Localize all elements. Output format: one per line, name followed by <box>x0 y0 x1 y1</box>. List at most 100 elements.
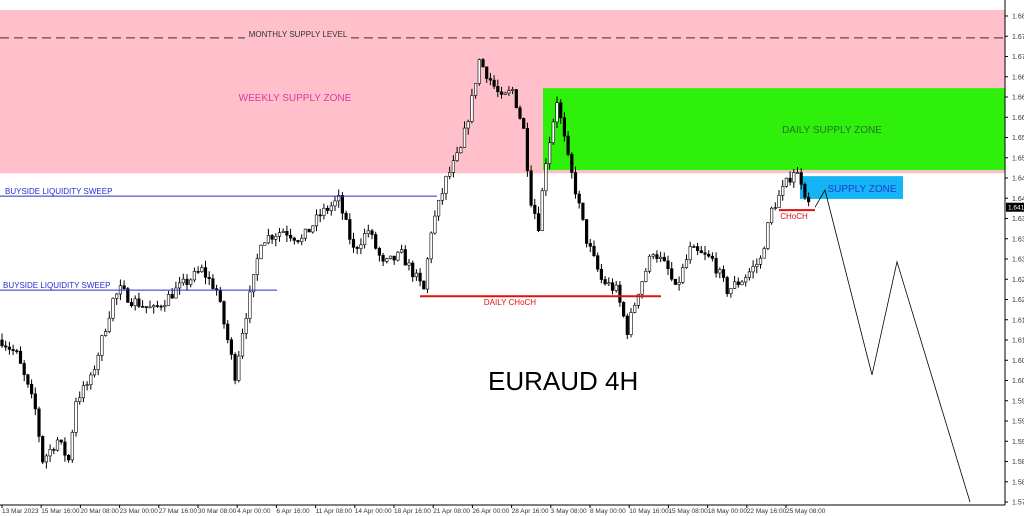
time-tick-label: 15 May 08:00 <box>668 508 708 515</box>
candle-bull <box>166 294 171 306</box>
price-tick-label: 1.59110 <box>1012 439 1024 446</box>
candle-bear <box>11 349 15 351</box>
candle-bull <box>459 147 463 154</box>
candle-bear <box>525 128 529 172</box>
time-tick-label: 18 Apr 16:00 <box>394 508 431 515</box>
time-tick-label: 6 Apr 16:00 <box>276 508 310 515</box>
candle-bear <box>721 269 726 278</box>
candle-bull <box>448 172 452 177</box>
price-tick-label: 1.65630 <box>1012 135 1024 142</box>
candle-bear <box>736 281 740 286</box>
price-tick-label: 1.66070 <box>1012 115 1024 122</box>
candle-bull <box>551 121 555 144</box>
time-tick-label: 30 Mar 08:00 <box>198 508 237 515</box>
candle-bull <box>429 232 433 260</box>
candle-bull <box>300 237 304 243</box>
candle-bull <box>70 432 74 461</box>
price-tick-label: 1.65200 <box>1012 155 1024 162</box>
candle-bull <box>451 160 456 173</box>
candle-bear <box>351 239 356 248</box>
candle-bear <box>325 207 330 211</box>
time-tick-label: 25 May 08:00 <box>786 508 826 515</box>
candle-bear <box>514 89 518 109</box>
candle-bull <box>462 127 467 148</box>
price-tick-label: 1.66500 <box>1012 95 1024 102</box>
candle-bear <box>126 288 130 303</box>
candle-bear <box>692 246 696 248</box>
candle-bull <box>303 228 308 239</box>
candle-bear <box>621 302 626 317</box>
candle-bear <box>588 243 592 247</box>
candle-bear <box>15 350 19 352</box>
monthly-label-bg <box>245 29 351 40</box>
candle-bear <box>318 214 322 217</box>
candle-bull <box>607 282 611 285</box>
candle-bull <box>274 236 278 240</box>
candle-bull <box>89 374 93 386</box>
price-tick-label: 1.61720 <box>1012 317 1024 324</box>
price-tick-label: 1.67370 <box>1012 54 1024 61</box>
candle-bear <box>481 59 485 68</box>
candle-bear <box>226 323 230 341</box>
candle-bear <box>592 245 596 256</box>
candle-bull <box>758 257 763 265</box>
candle-bull <box>181 278 185 284</box>
candle-bull <box>107 317 111 332</box>
candle-bear <box>485 66 489 79</box>
candle-bull <box>425 258 430 290</box>
candle-bear <box>370 230 374 235</box>
time-tick-label: 27 Mar 16:00 <box>159 508 198 515</box>
candle-bull <box>311 225 315 233</box>
price-tick-label: 1.59540 <box>1012 419 1024 426</box>
candle-bear <box>714 258 718 274</box>
choch-label: CHoCH <box>780 212 808 221</box>
candle-bull <box>189 279 193 285</box>
candle-bear <box>655 254 659 259</box>
candle-bull <box>337 195 341 202</box>
candle-bear <box>129 302 134 307</box>
candle-bull <box>614 284 618 291</box>
candle-bull <box>81 385 85 399</box>
candle-bull <box>248 291 252 319</box>
candle-bull <box>677 282 681 285</box>
time-tick-label: 18 May 00:00 <box>708 508 748 515</box>
time-tick-label: 3 May 08:00 <box>551 508 587 515</box>
time-tick-label: 23 Mar 00:00 <box>120 508 159 515</box>
candle-bull <box>314 214 319 227</box>
candle-bear <box>270 235 274 240</box>
candle-bull <box>507 90 511 94</box>
candle-bull <box>540 190 544 231</box>
candle-bear <box>603 279 607 285</box>
candle-bear <box>707 253 711 257</box>
candle-bear <box>374 234 378 249</box>
candle-bear <box>18 350 23 364</box>
candle-bull <box>399 249 404 253</box>
candle-bear <box>488 78 493 81</box>
candle-bear <box>581 202 585 220</box>
candle-bear <box>695 246 700 251</box>
candle-bear <box>348 219 352 240</box>
candle-bull <box>636 293 640 306</box>
candle-bear <box>529 170 533 206</box>
candle-bear <box>63 441 67 456</box>
candle-bull <box>362 233 367 246</box>
candle-bull <box>266 235 271 244</box>
candle-bull <box>48 449 52 457</box>
candle-bull <box>277 232 282 237</box>
candle-bear <box>536 213 541 231</box>
candle-bear <box>496 86 500 93</box>
candle-bear <box>710 255 714 259</box>
candle-bull <box>651 254 655 257</box>
candle-bear <box>7 346 12 350</box>
price-tick-label: 1.68240 <box>1012 14 1024 21</box>
price-tick-label: 1.61280 <box>1012 338 1024 345</box>
candle-bear <box>562 117 566 137</box>
candle-bear <box>799 172 803 185</box>
candle-bull <box>281 231 285 233</box>
candle-bull <box>688 246 692 261</box>
candle-bull <box>44 455 48 463</box>
time-tick-label: 11 Apr 08:00 <box>316 508 353 515</box>
candle-bear <box>559 102 563 119</box>
daily-choch-label: DAILY CHoCH <box>484 298 536 307</box>
candle-bull <box>148 306 152 309</box>
